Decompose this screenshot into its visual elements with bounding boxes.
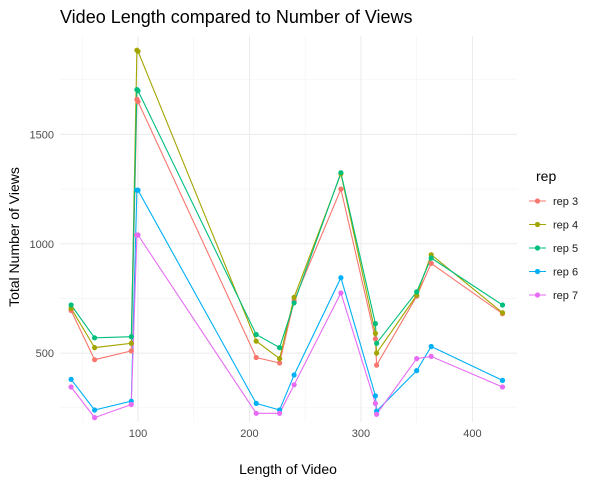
legend-key-point — [534, 292, 541, 298]
data-point — [68, 302, 74, 308]
data-point — [128, 348, 134, 354]
legend-key-point — [534, 245, 541, 251]
data-point — [291, 382, 297, 388]
data-point — [499, 377, 506, 383]
data-point — [428, 343, 434, 350]
data-point — [128, 401, 134, 408]
legend-label: rep 5 — [553, 243, 578, 255]
data-point — [338, 170, 344, 176]
data-point — [92, 407, 98, 413]
x-tick-label: 200 — [240, 428, 258, 440]
data-point — [277, 356, 283, 362]
data-point — [277, 410, 283, 416]
data-point — [499, 310, 506, 316]
data-point — [291, 372, 297, 378]
legend-label: rep 6 — [553, 267, 578, 279]
data-point — [253, 338, 259, 344]
data-point — [414, 356, 420, 362]
data-point — [253, 410, 259, 416]
x-tick-label: 300 — [352, 428, 370, 440]
data-point — [92, 335, 98, 341]
data-point — [277, 360, 283, 366]
y-tick-label: 1000 — [30, 239, 54, 251]
x-axis-title: Length of Video — [239, 461, 337, 477]
data-point — [428, 255, 434, 261]
data-point — [135, 232, 141, 238]
data-point — [414, 289, 420, 295]
data-point — [92, 357, 98, 363]
data-point — [374, 362, 380, 368]
data-point — [338, 186, 344, 192]
data-point — [374, 411, 380, 417]
data-point — [253, 331, 259, 338]
data-point — [372, 336, 378, 342]
data-point — [499, 302, 506, 308]
data-point — [372, 400, 378, 406]
data-point — [414, 368, 420, 374]
data-point — [372, 330, 378, 336]
series-points — [68, 47, 506, 421]
data-point — [338, 290, 344, 296]
data-point — [372, 321, 378, 327]
legend-label: rep 3 — [553, 196, 578, 208]
legend-key-point — [534, 221, 541, 228]
series-line — [70, 88, 503, 349]
data-point — [135, 187, 141, 193]
data-point — [128, 340, 134, 346]
legend: rep rep 3 rep 4 rep 5 rep 6 rep 7 — [529, 168, 578, 302]
data-point — [92, 415, 98, 421]
data-point — [277, 345, 283, 351]
legend-key-point — [534, 198, 541, 204]
data-point — [291, 300, 297, 306]
data-point — [291, 294, 297, 300]
y-tick-label: 1500 — [30, 129, 54, 141]
y-tick-label: 500 — [36, 348, 54, 360]
series-lines — [70, 48, 503, 419]
data-point — [428, 353, 434, 359]
legend-label: rep 4 — [553, 220, 578, 232]
legend-label: rep 7 — [553, 290, 578, 302]
legend-key-point — [534, 268, 541, 275]
data-point — [374, 340, 380, 346]
data-point — [68, 376, 74, 382]
data-point — [68, 384, 74, 390]
data-point — [499, 384, 506, 390]
legend-title: rep — [536, 168, 556, 184]
data-point — [253, 400, 259, 406]
data-point — [128, 334, 134, 340]
gridlines — [60, 36, 517, 422]
x-tick-label: 400 — [463, 428, 481, 440]
data-point — [338, 275, 344, 281]
data-point — [135, 88, 141, 94]
chart-title: Video Length compared to Number of Views — [60, 7, 413, 27]
data-point — [253, 354, 259, 361]
data-point — [135, 48, 141, 54]
data-point — [372, 393, 378, 399]
series-line — [70, 234, 503, 419]
y-axis-title: Total Number of Views — [6, 167, 22, 307]
data-point — [92, 345, 98, 351]
data-point — [374, 350, 380, 356]
data-point — [428, 260, 434, 266]
x-tick-label: 100 — [129, 428, 147, 440]
tick-labels: 100 200 300 400 500 1000 1500 — [30, 129, 482, 440]
data-point — [135, 99, 141, 105]
